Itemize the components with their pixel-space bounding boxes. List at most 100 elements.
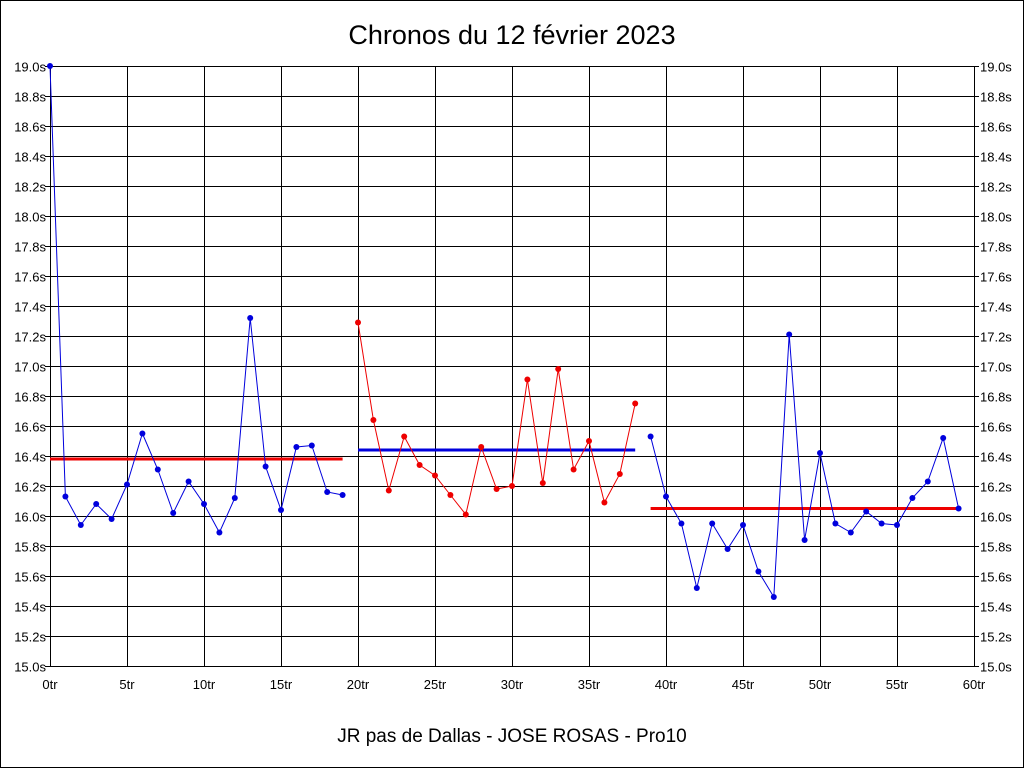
data-point	[62, 493, 69, 500]
y-tick-label-right: 18.6s	[980, 120, 1012, 135]
y-tick-label-left: 16.8s	[14, 390, 46, 405]
y-tick-label-right: 16.4s	[980, 450, 1012, 465]
data-point	[278, 507, 284, 513]
x-tick-label: 20tr	[347, 677, 370, 692]
y-tick-label-right: 17.8s	[980, 240, 1012, 255]
y-tick-label-left: 18.0s	[14, 210, 46, 225]
data-point	[339, 492, 346, 498]
data-point	[724, 546, 731, 552]
x-tick-label: 15tr	[270, 677, 293, 692]
y-tick-label-right: 16.6s	[980, 420, 1012, 435]
plot-border	[50, 66, 975, 667]
y-tick-label-left: 17.2s	[14, 330, 46, 345]
y-tick-label-left: 17.4s	[14, 300, 46, 315]
x-tick-label: 10tr	[193, 677, 216, 692]
data-point	[370, 417, 377, 423]
data-point	[770, 594, 777, 600]
data-point	[601, 499, 608, 506]
x-tick-label: 5tr	[119, 677, 135, 692]
series-line	[49, 65, 343, 534]
y-tick-label-left: 16.0s	[14, 510, 46, 525]
data-point	[324, 489, 331, 495]
series-line	[357, 322, 636, 516]
data-point	[740, 522, 746, 528]
data-point	[940, 435, 947, 441]
data-point	[231, 495, 238, 501]
x-tick-label: 45tr	[732, 677, 755, 692]
y-tick-label-left: 15.0s	[14, 660, 46, 675]
data-point	[201, 501, 207, 507]
y-tick-label-left: 15.4s	[14, 600, 46, 615]
data-point	[447, 492, 454, 498]
y-tick-label-right: 18.0s	[980, 210, 1012, 225]
data-point	[401, 433, 408, 440]
data-point	[801, 537, 808, 543]
y-tick-label-left: 17.8s	[14, 240, 46, 255]
y-tick-label-right: 16.8s	[980, 390, 1012, 405]
x-tick-label: 55tr	[886, 677, 909, 692]
data-point	[955, 505, 962, 512]
data-point	[462, 511, 469, 518]
y-tick-label-right: 15.0s	[980, 660, 1012, 675]
data-point	[308, 442, 315, 449]
x-tick-label: 50tr	[809, 677, 832, 692]
data-point	[863, 508, 870, 515]
chart-title: Chronos du 12 février 2023	[348, 20, 675, 50]
data-point	[247, 315, 254, 321]
data-point	[755, 568, 762, 575]
y-tick-label-left: 16.2s	[14, 480, 46, 495]
y-tick-label-left: 18.4s	[14, 150, 46, 165]
y-tick-label-left: 18.6s	[14, 120, 46, 135]
data-point	[632, 400, 639, 407]
data-point	[509, 483, 515, 489]
y-tick-label-left: 15.6s	[14, 570, 46, 585]
data-point	[817, 450, 823, 456]
data-point	[663, 493, 669, 500]
average-lines	[50, 448, 959, 510]
y-tick-label-right: 17.0s	[980, 360, 1012, 375]
y-tick-label-right: 19.0s	[980, 60, 1012, 75]
y-tick-label-left: 15.8s	[14, 540, 46, 555]
y-tick-label-right: 15.8s	[980, 540, 1012, 555]
data-point	[293, 444, 300, 450]
y-tick-label-right: 16.2s	[980, 480, 1012, 495]
data-point	[154, 466, 161, 473]
data-point	[616, 471, 623, 477]
x-tick-label: 40tr	[655, 677, 678, 692]
data-point	[570, 466, 577, 473]
y-tick-label-right: 18.2s	[980, 180, 1012, 195]
data-point	[478, 444, 485, 450]
data-point	[786, 331, 793, 338]
y-tick-label-left: 15.2s	[14, 630, 46, 645]
data-point	[586, 438, 592, 444]
data-point	[170, 510, 177, 516]
data-point	[693, 585, 700, 591]
data-point	[262, 463, 269, 470]
data-point	[924, 478, 931, 485]
data-point	[678, 520, 685, 527]
data-point	[832, 520, 839, 527]
y-tick-label-left: 16.6s	[14, 420, 46, 435]
data-point	[124, 481, 130, 488]
y-tick-label-right: 17.4s	[980, 300, 1012, 315]
data-point	[77, 522, 84, 528]
y-tick-label-right: 18.8s	[980, 90, 1012, 105]
y-tick-label-right: 15.6s	[980, 570, 1012, 585]
y-tick-label-right: 17.6s	[980, 270, 1012, 285]
data-point	[139, 430, 146, 437]
data-point	[878, 520, 885, 527]
y-tick-label-right: 15.4s	[980, 600, 1012, 615]
data-point	[416, 462, 423, 468]
data-point	[647, 433, 654, 440]
data-point	[524, 376, 531, 383]
data-point	[47, 63, 53, 69]
x-tick-label: 0tr	[42, 677, 58, 692]
data-point	[432, 472, 438, 479]
y-tick-label-left: 19.0s	[14, 60, 46, 75]
x-tick-label: 60tr	[963, 677, 986, 692]
y-tick-label-left: 18.8s	[14, 90, 46, 105]
data-point	[93, 501, 100, 507]
y-tick-label-left: 16.4s	[14, 450, 46, 465]
data-point	[355, 319, 361, 326]
